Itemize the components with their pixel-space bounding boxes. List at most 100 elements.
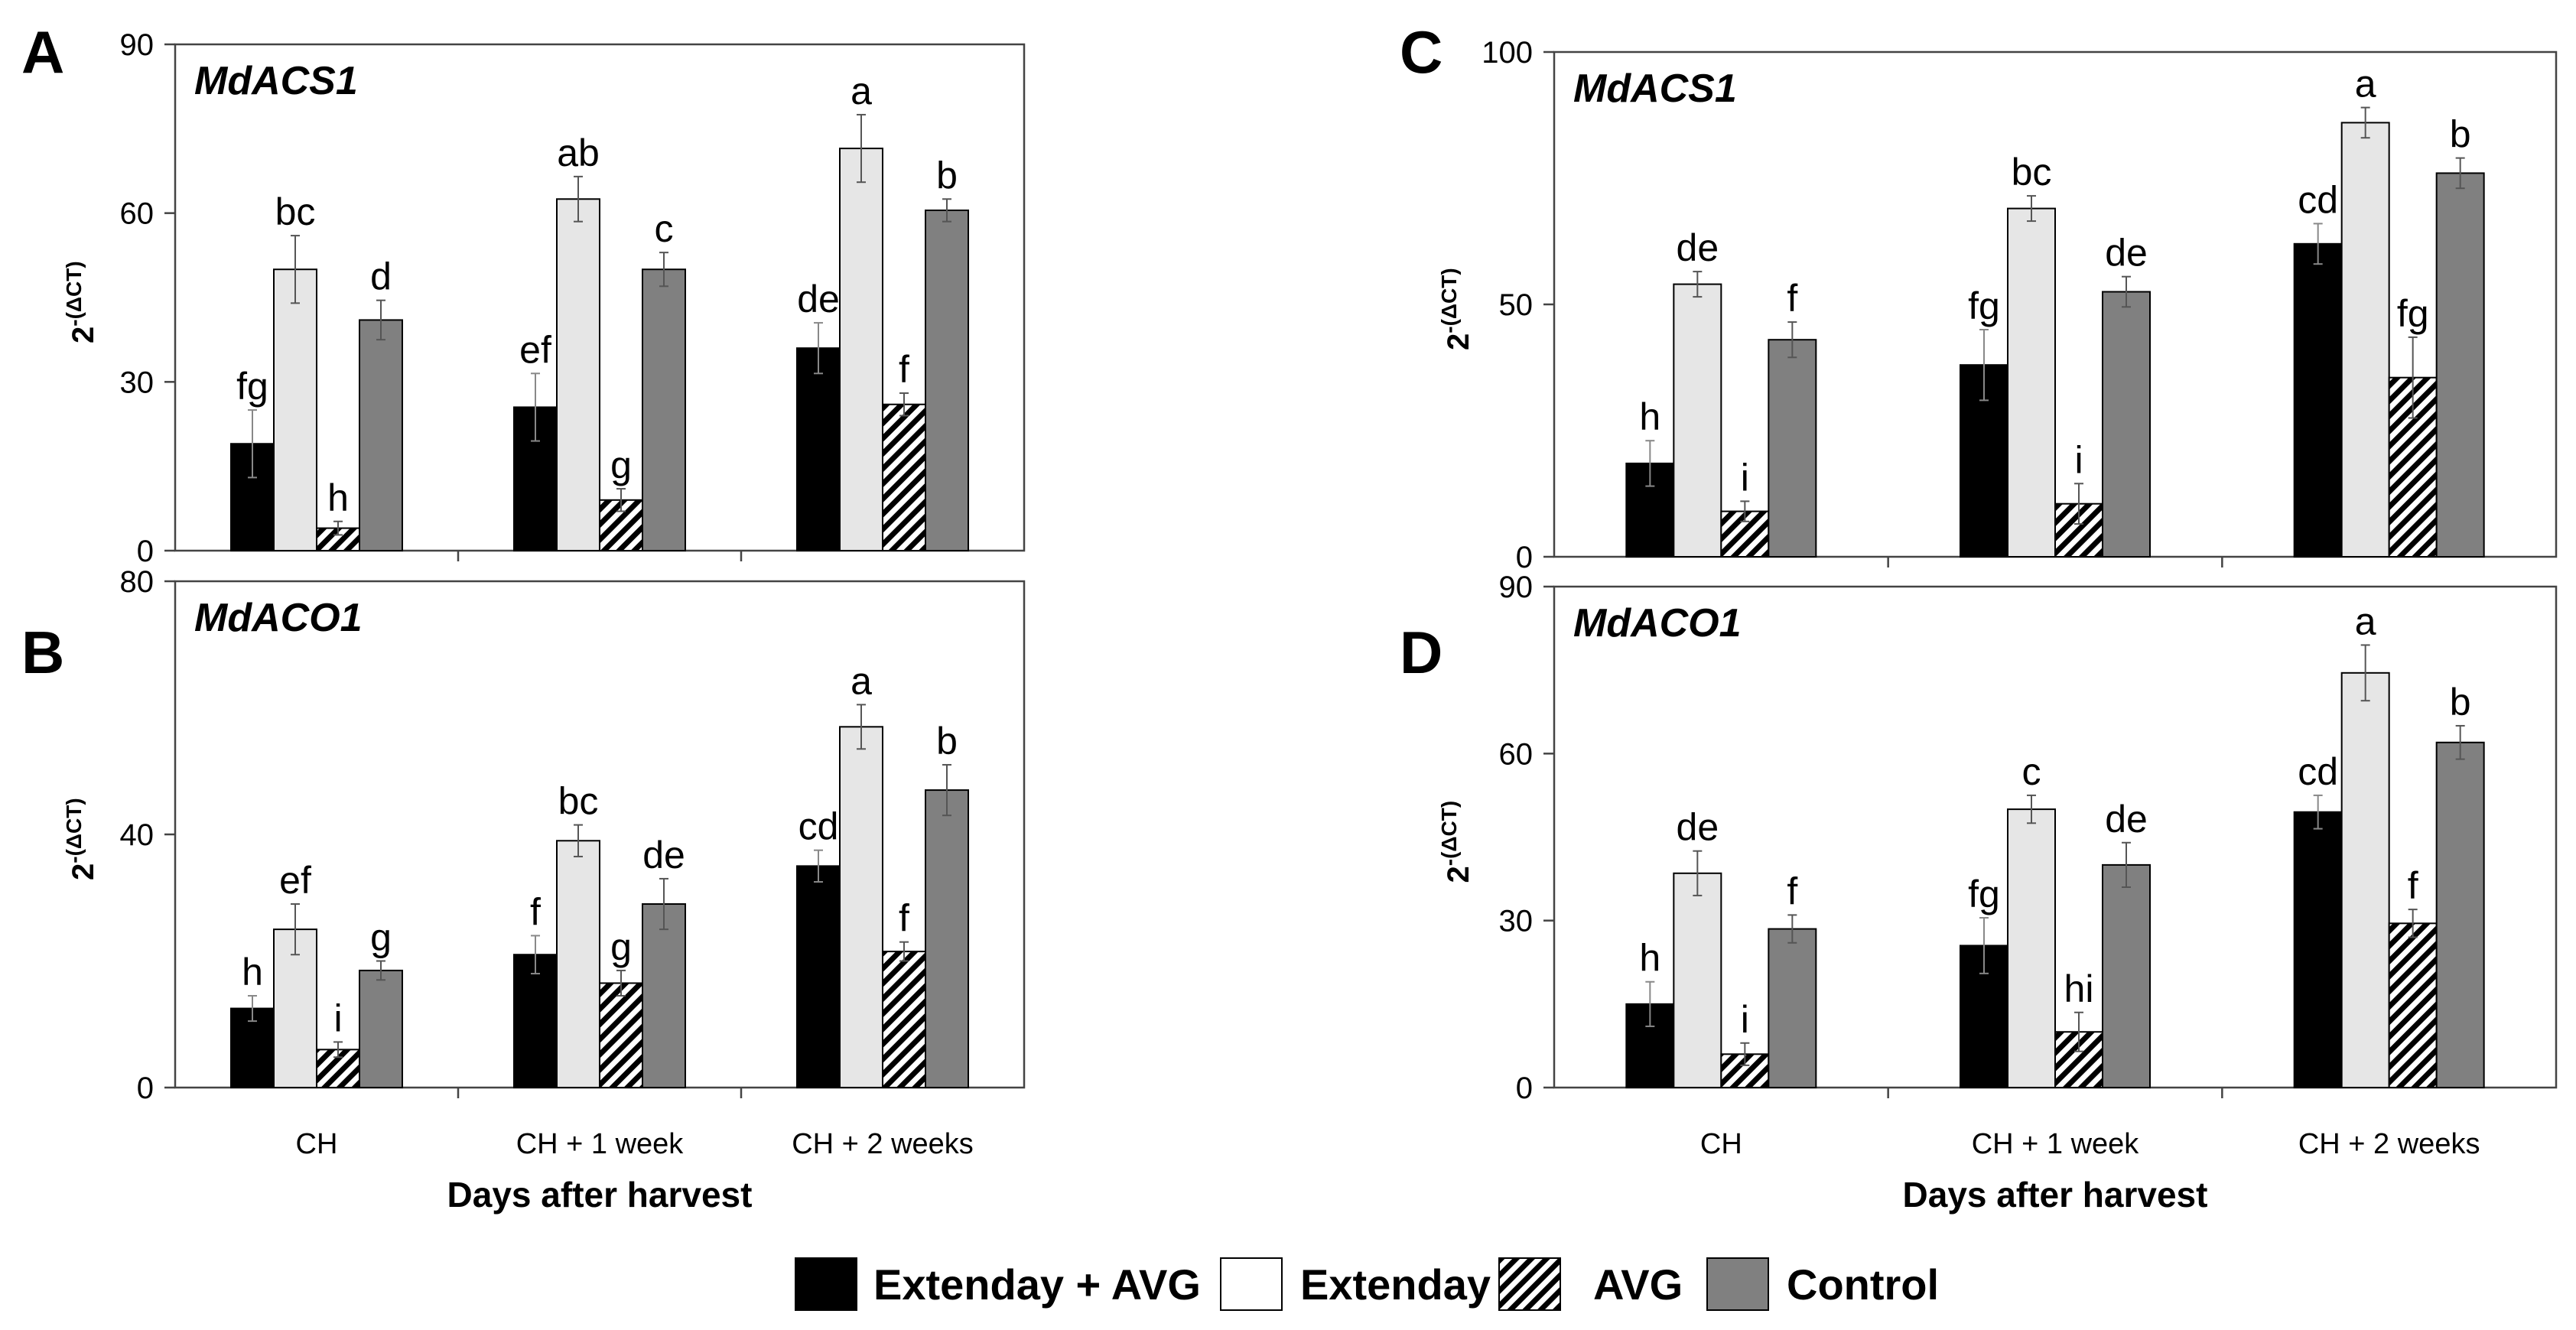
legend-swatch <box>1498 1257 1561 1311</box>
bar <box>925 789 969 1088</box>
significance-label: de <box>1677 226 1719 269</box>
x-axis-title: Days after harvest <box>1903 1175 2208 1215</box>
bar <box>839 148 883 552</box>
significance-label: b <box>936 154 958 197</box>
significance-label: ab <box>557 132 600 174</box>
significance-label: i <box>1741 998 1749 1041</box>
x-category-label: CH + 1 week <box>516 1128 685 1160</box>
bar <box>1768 928 1817 1089</box>
significance-label: i <box>1741 456 1749 499</box>
significance-label: d <box>370 255 392 298</box>
significance-label: f <box>530 890 541 933</box>
bar <box>796 347 841 551</box>
y-axis-label: 2-(ΔCT) <box>1437 801 1475 883</box>
bar <box>796 865 841 1088</box>
panel-letter: D <box>1400 619 1442 686</box>
gene-title: MdACS1 <box>1573 67 1737 111</box>
significance-label: de <box>797 278 840 320</box>
chart-panel-a: A MdACS1 0 30 60 90 2-(ΔCT) fg bc h d ef ab g c de a f b <box>21 18 1026 568</box>
bar <box>1673 283 1722 558</box>
y-tick-label: 30 <box>1499 905 1534 938</box>
legend-label: Extenday + AVG <box>873 1260 1201 1309</box>
chart-panel-d: D MdACO1 0 30 60 90 2-(ΔCT) h de i f CH fg c hi de CH + … <box>1400 571 2558 1215</box>
significance-label: b <box>2450 681 2471 724</box>
significance-label: bc <box>558 780 599 823</box>
legend-item: Extenday <box>1220 1257 1491 1311</box>
legend-item: Extenday + AVG <box>795 1257 1201 1311</box>
bar <box>273 928 317 1088</box>
y-tick-label: 0 <box>1516 1071 1533 1105</box>
y-tick-label: 0 <box>137 1071 154 1105</box>
significance-label: a <box>2355 600 2376 642</box>
significance-label: ef <box>519 328 551 371</box>
significance-label: de <box>2105 232 2148 275</box>
bar <box>839 726 883 1088</box>
significance-label: i <box>333 997 342 1039</box>
y-tick-label: 30 <box>120 366 154 399</box>
significance-label: g <box>610 444 632 486</box>
legend-label: Control <box>1787 1260 1939 1309</box>
significance-label: de <box>2105 798 2148 841</box>
bar <box>2007 207 2056 558</box>
y-axis-label: 2-(ΔCT) <box>62 798 100 880</box>
significance-label: cd <box>2298 178 2338 221</box>
significance-label: a <box>2355 63 2376 106</box>
x-category-label: CH + 2 weeks <box>2298 1128 2480 1160</box>
significance-label: fg <box>236 365 268 408</box>
significance-label: cd <box>798 805 839 848</box>
y-tick-label: 90 <box>120 28 154 62</box>
significance-label: cd <box>2298 750 2338 793</box>
legend-swatch <box>795 1257 857 1311</box>
significance-label: h <box>1639 395 1660 438</box>
bar <box>2388 922 2438 1088</box>
y-axis-label: 2-(ΔCT) <box>1437 268 1475 350</box>
significance-label: fg <box>2397 292 2429 335</box>
panel-letter: A <box>21 18 64 86</box>
significance-label: hi <box>2064 967 2094 1010</box>
significance-label: bc <box>275 190 316 233</box>
chart-panel-c: C MdACS1 0 50 100 2-(ΔCT) h de i f fg bc i de cd a fg b <box>1400 18 2558 574</box>
legend-swatch <box>1706 1257 1769 1311</box>
y-tick-label: 50 <box>1499 288 1534 322</box>
significance-label: a <box>851 70 872 112</box>
legend-item: AVG <box>1498 1257 1683 1311</box>
significance-label: bc <box>2012 151 2052 193</box>
significance-label: de <box>642 834 685 876</box>
charts-layer: A MdACS103060902-(ΔCT)fgbchdefabgcdeafbBM… <box>21 18 2558 1215</box>
legend-label: Extenday <box>1300 1260 1491 1309</box>
significance-label: i <box>2074 438 2083 481</box>
bar <box>273 268 317 551</box>
x-category-label: CH + 1 week <box>1972 1128 2140 1160</box>
legend-item: Control <box>1706 1257 1939 1311</box>
significance-label: f <box>899 897 909 940</box>
gene-title: MdACS1 <box>194 59 358 103</box>
y-tick-label: 40 <box>120 818 154 852</box>
bar <box>556 840 600 1089</box>
significance-label: c <box>655 207 674 250</box>
y-tick-label: 80 <box>120 565 154 599</box>
panel-letter: C <box>1400 18 1442 86</box>
bar <box>882 951 926 1089</box>
significance-label: f <box>1787 870 1797 912</box>
y-axis-label: 2-(ΔCT) <box>62 261 100 343</box>
legend-swatch <box>1220 1257 1283 1311</box>
significance-label: a <box>851 659 872 702</box>
y-tick-label: 60 <box>1499 737 1534 771</box>
bar <box>359 969 403 1088</box>
significance-label: h <box>1639 937 1660 980</box>
legend: Extenday + AVG Extenday AVG Control <box>795 1257 1939 1311</box>
significance-label: f <box>899 348 909 391</box>
significance-label: fg <box>1968 285 2000 327</box>
gene-title: MdACO1 <box>1573 601 1742 645</box>
bar <box>2102 291 2151 558</box>
significance-label: h <box>327 476 349 519</box>
y-tick-label: 0 <box>1516 541 1533 574</box>
significance-label: ef <box>279 859 311 902</box>
significance-label: c <box>2022 750 2041 793</box>
bar <box>1673 872 1722 1088</box>
significance-label: h <box>242 951 263 993</box>
x-category-label: CH <box>1700 1128 1742 1160</box>
bar <box>513 954 558 1088</box>
bar <box>2435 741 2485 1088</box>
